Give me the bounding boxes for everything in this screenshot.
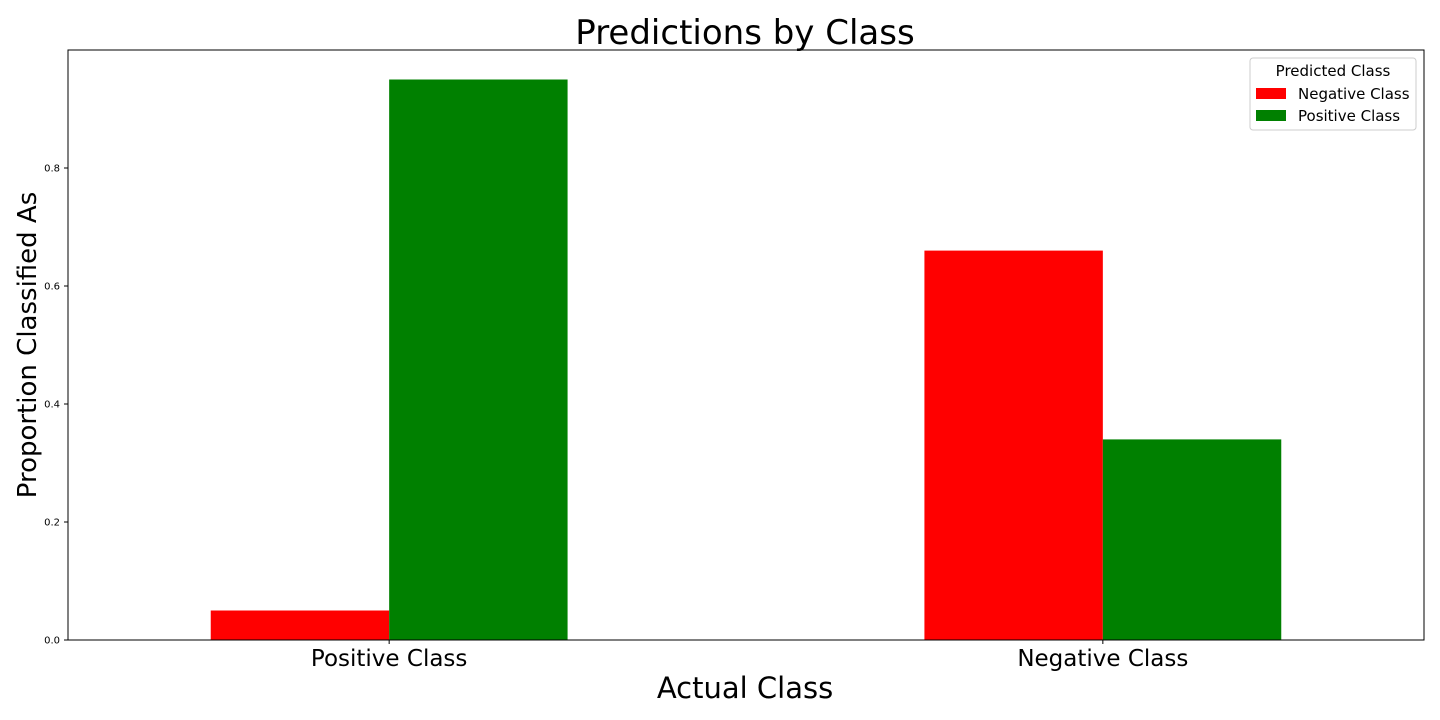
bar-positive-class-negative-class [1102, 439, 1282, 640]
bar-negative-class-negative-class [924, 250, 1103, 640]
y-tick-label: 0.6 [44, 282, 60, 293]
legend-box [1249, 57, 1417, 131]
y-axis-label: Proportion Classified As [13, 192, 43, 499]
legend-swatch [1256, 110, 1286, 121]
x-axis-label: Actual Class [657, 671, 833, 705]
bar-negative-class-positive-class [210, 610, 390, 640]
legend: Predicted Class Negative Class Positive Cl… [1249, 57, 1417, 131]
x-tick-label: Negative Class [1017, 646, 1188, 672]
plot-frame [67, 49, 1425, 641]
legend-label: Negative Class [1298, 85, 1410, 103]
bar-positive-class-positive-class [389, 79, 568, 640]
y-tick-label: 0.4 [44, 400, 60, 411]
y-tick-label: 0.2 [44, 518, 60, 529]
legend-swatch [1256, 88, 1286, 99]
legend-label: Positive Class [1298, 107, 1400, 125]
x-tick-label: Positive Class [311, 646, 468, 672]
plot-area: 0.0 0.2 0.4 0.6 0.8 Positive Class Negative Cl… [44, 49, 1425, 672]
legend-title: Predicted Class [1276, 62, 1391, 80]
chart-title: Predictions by Class [575, 13, 914, 53]
y-tick-label: 0.0 [44, 636, 60, 647]
y-tick-label: 0.8 [44, 164, 60, 175]
